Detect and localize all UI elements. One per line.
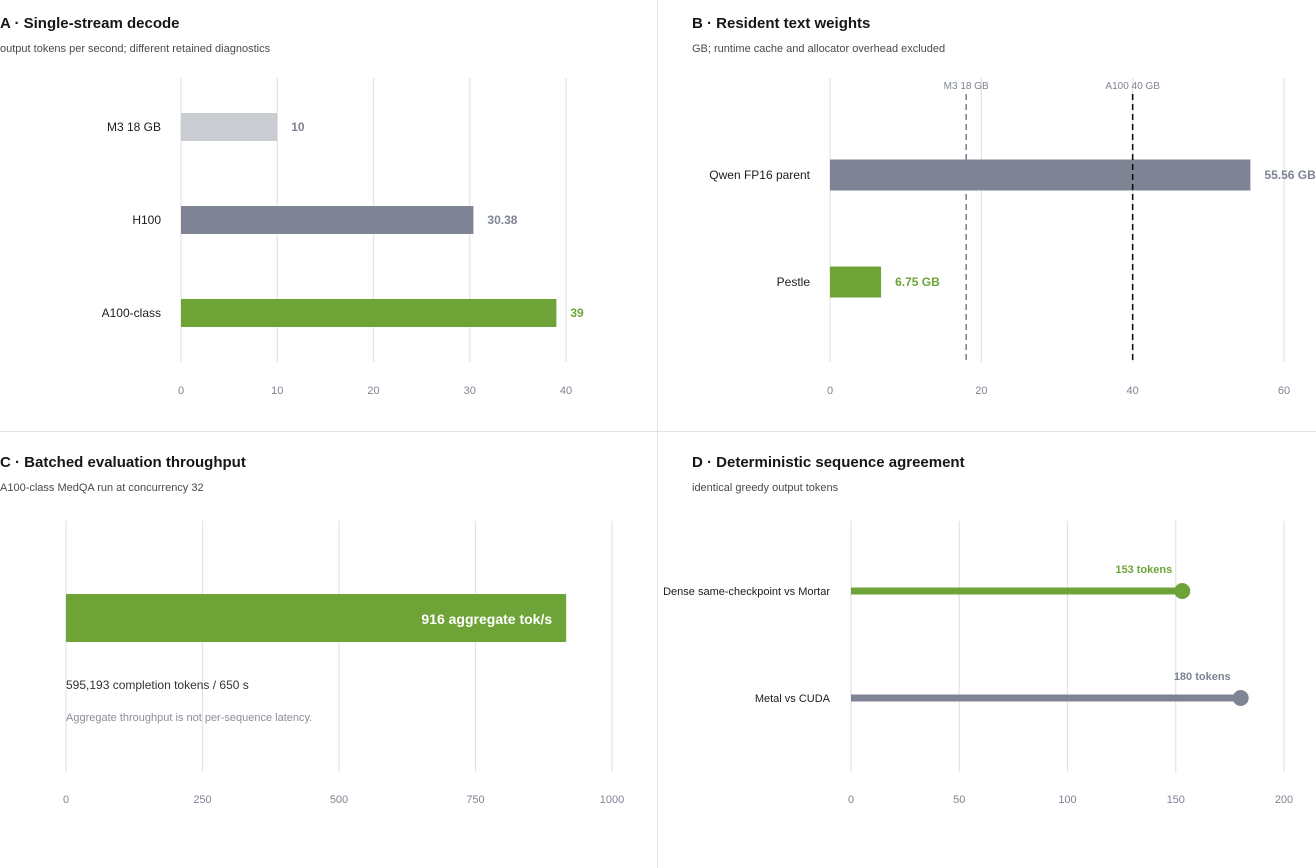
data-label: 30.38 — [487, 213, 517, 227]
bar — [181, 113, 278, 141]
lollipop-dot — [1232, 690, 1249, 706]
panel-deterministic-sequence-agreement: D · Deterministic sequence agreement ide… — [658, 432, 1316, 868]
chart-d-plot: 0 50 100 150 200 Dense same-checkpoint vs Mor… — [663, 521, 1293, 806]
data-label: 180 tokens — [1174, 671, 1231, 683]
panel-subtitle: identical greedy output tokens — [692, 482, 839, 494]
x-tick-label: 20 — [975, 385, 987, 397]
data-label: 153 tokens — [1115, 564, 1172, 576]
x-tick-label: 150 — [1167, 794, 1185, 806]
x-tick-label: 40 — [560, 385, 572, 397]
x-tick-label: 50 — [953, 794, 965, 806]
panel-subtitle: GB; runtime cache and allocator overhead… — [692, 43, 946, 55]
x-tick-label: 0 — [63, 794, 69, 806]
data-label: 10 — [291, 120, 305, 134]
panel-title: C · Batched evaluation throughput — [0, 454, 246, 471]
x-tick-label: 40 — [1127, 385, 1139, 397]
x-tick-label: 30 — [464, 385, 476, 397]
x-tick-label: 0 — [178, 385, 184, 397]
x-tick-label: 1000 — [600, 794, 624, 806]
category-label: Dense same-checkpoint vs Mortar — [663, 586, 830, 598]
category-label: A100-class — [102, 306, 161, 320]
x-tick-label: 750 — [466, 794, 484, 806]
bar — [830, 159, 1251, 191]
reference-line-label: A100 40 GB — [1105, 81, 1160, 92]
data-label: 39 — [570, 306, 584, 320]
x-tick-label: 200 — [1275, 794, 1293, 806]
x-tick-label: 250 — [193, 794, 211, 806]
chart-a-plot: 0 10 20 30 40 M3 18 GB 10 H100 30.38 A100-class 39 — [102, 78, 584, 397]
chart-b-plot: 0 20 40 60 Qwen FP16 parent 55.56 GB Pestle 6.7… — [709, 78, 1316, 397]
panel-subtitle: output tokens per second; different reta… — [0, 43, 271, 55]
x-tick-label: 100 — [1058, 794, 1076, 806]
category-label: Pestle — [777, 275, 811, 289]
bar — [181, 206, 474, 234]
bar — [66, 594, 567, 642]
panel-title: A · Single-stream decode — [0, 15, 180, 32]
x-tick-label: 20 — [367, 385, 379, 397]
panel-title: D · Deterministic sequence agreement — [692, 454, 965, 471]
x-tick-label: 10 — [271, 385, 283, 397]
panel-single-stream-decode: A · Single-stream decode output tokens p… — [0, 0, 657, 431]
chart-c-plot: 0 250 500 750 1000 916 aggregate tok/s 595,193… — [63, 521, 624, 806]
bar — [830, 266, 882, 298]
category-label: Metal vs CUDA — [755, 693, 831, 705]
panel-divider-horizontal — [0, 431, 1316, 432]
category-label: M3 18 GB — [107, 120, 161, 134]
x-tick-label: 500 — [330, 794, 348, 806]
category-label: Qwen FP16 parent — [709, 168, 810, 182]
panel-batched-evaluation-throughput: C · Batched evaluation throughput A100-c… — [0, 432, 657, 868]
lollipop-dot — [1174, 583, 1191, 599]
data-label: 6.75 GB — [895, 275, 940, 289]
data-label: 916 aggregate tok/s — [421, 611, 552, 627]
x-tick-label: 60 — [1278, 385, 1290, 397]
reference-line-label: M3 18 GB — [944, 81, 989, 92]
x-tick-label: 0 — [827, 385, 833, 397]
data-label: 55.56 GB — [1264, 168, 1316, 182]
annotation-note: Aggregate throughput is not per-sequence… — [66, 712, 312, 724]
lollipop-stem — [851, 587, 1183, 595]
x-tick-label: 0 — [848, 794, 854, 806]
annotation: 595,193 completion tokens / 650 s — [66, 678, 249, 692]
panel-divider-vertical — [657, 0, 658, 868]
bar — [181, 299, 557, 327]
panel-resident-text-weights: B · Resident text weights GB; runtime ca… — [658, 0, 1316, 431]
panel-subtitle: A100-class MedQA run at concurrency 32 — [0, 482, 204, 494]
category-label: H100 — [132, 213, 161, 227]
lollipop-stem — [851, 694, 1241, 702]
panel-title: B · Resident text weights — [692, 15, 871, 32]
